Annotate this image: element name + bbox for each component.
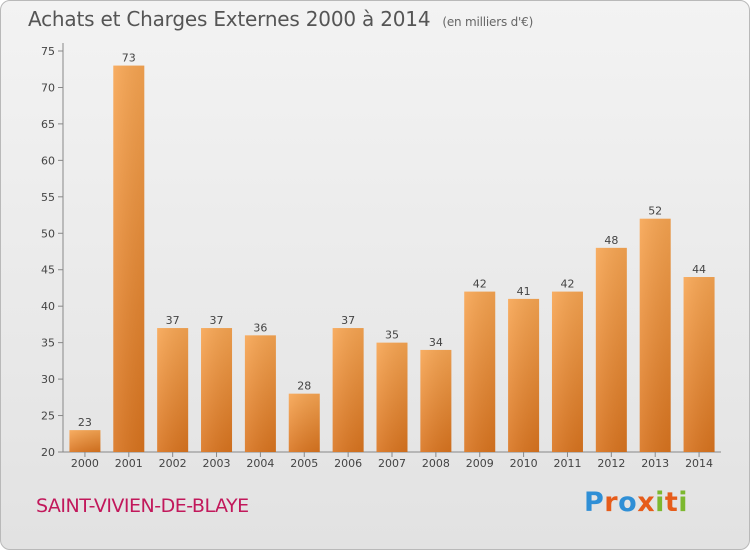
y-tick-label: 45 (41, 264, 55, 277)
bar-shade (113, 65, 145, 452)
data-label: 41 (517, 285, 531, 298)
bar-shade (595, 247, 627, 452)
y-tick-label: 65 (41, 118, 55, 131)
y-tick-label: 75 (41, 45, 55, 58)
bar-shade (464, 291, 496, 452)
bar-shade (244, 335, 276, 452)
logo-letter: i (678, 487, 689, 518)
x-tick-label: 2010 (510, 457, 538, 470)
bar-shade (420, 349, 452, 452)
data-label: 34 (429, 336, 443, 349)
y-tick-label: 20 (41, 446, 55, 459)
y-tick-label: 55 (41, 191, 55, 204)
title-text: Achats et Charges Externes 2000 à 2014 (28, 7, 431, 31)
data-label: 36 (253, 321, 267, 334)
bar-shade (508, 298, 540, 452)
logo-letter: i (655, 487, 665, 518)
chart-subtitle: (en milliers d'€) (442, 15, 534, 29)
bar-shade (376, 342, 408, 452)
x-tick-label: 2001 (115, 457, 143, 470)
data-label: 28 (297, 380, 311, 393)
y-tick-label: 50 (41, 227, 55, 240)
bar-shade (69, 430, 101, 452)
y-tick-label: 40 (41, 300, 55, 313)
data-label: 52 (648, 205, 662, 218)
x-tick-label: 2014 (685, 457, 713, 470)
logo-letter: r (604, 487, 619, 518)
data-label: 37 (341, 314, 355, 327)
data-label: 48 (604, 234, 618, 247)
bar-shade (157, 328, 189, 452)
x-tick-label: 2009 (466, 457, 494, 470)
x-tick-label: 2000 (71, 457, 99, 470)
logo-letter: o (618, 487, 638, 518)
data-label: 42 (560, 278, 574, 291)
x-tick-label: 2002 (159, 457, 187, 470)
bar-shade (332, 328, 364, 452)
axes: 20 25 30 35 40 45 50 55 60 65 70 75 2000 2001 2002 2003… (41, 43, 721, 470)
x-tick-label: 2012 (597, 457, 625, 470)
bar-shade (639, 218, 671, 452)
data-label: 44 (692, 263, 706, 276)
x-tick-label: 2011 (553, 457, 581, 470)
y-tick-label: 60 (41, 154, 55, 167)
y-tick-label: 70 (41, 81, 55, 94)
data-label: 73 (122, 52, 136, 65)
y-tick-label: 35 (41, 337, 55, 350)
bar-shade (201, 328, 233, 452)
data-label: 35 (385, 329, 399, 342)
y-tick-label: 25 (41, 410, 55, 423)
logo-letter: t (664, 487, 679, 518)
bar-shade (288, 393, 320, 452)
y-tick-label: 30 (41, 373, 55, 386)
x-tick-label: 2004 (246, 457, 274, 470)
x-tick-label: 2003 (203, 457, 231, 470)
logo-letter: x (637, 487, 656, 518)
proxiti-logo: Proxiti (584, 487, 688, 518)
chart-title: Achats et Charges Externes 2000 à 2014 (e… (28, 7, 533, 31)
data-label: 37 (210, 314, 224, 327)
x-tick-label: 2005 (290, 457, 318, 470)
data-label: 23 (78, 416, 92, 429)
x-tick-label: 2008 (422, 457, 450, 470)
logo-letter: P (584, 487, 605, 518)
data-label: 42 (473, 278, 487, 291)
x-tick-label: 2007 (378, 457, 406, 470)
data-label: 37 (166, 314, 180, 327)
bar-shade (551, 291, 583, 452)
x-tick-label: 2013 (641, 457, 669, 470)
place-name: SAINT-VIVIEN-DE-BLAYE (36, 495, 249, 517)
x-tick-label: 2006 (334, 457, 362, 470)
bar-shade (683, 277, 715, 452)
bars: 23 73 37 37 36 28 37 35 34 42 41 42 48 52 44 (69, 52, 715, 452)
